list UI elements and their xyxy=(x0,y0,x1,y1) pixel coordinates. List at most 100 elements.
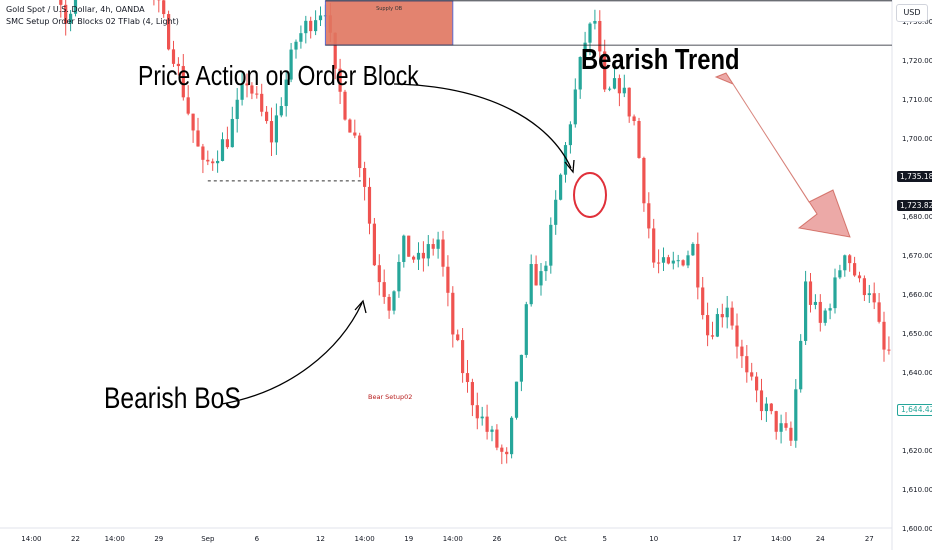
candle-body xyxy=(877,302,881,322)
annotation-overlay xyxy=(221,72,851,405)
candle-body xyxy=(862,278,866,296)
bearish-bos-label: Bearish BoS xyxy=(104,382,241,415)
candle-body xyxy=(211,161,215,164)
candle-body xyxy=(755,376,759,391)
x-tick-label: 22 xyxy=(71,535,80,543)
candle-body xyxy=(872,293,876,303)
candle-body xyxy=(431,244,435,249)
candle-body xyxy=(671,260,675,264)
x-tick-label: Sep xyxy=(201,535,215,543)
candle-body xyxy=(363,168,367,187)
candle-body xyxy=(608,88,612,90)
candle-body xyxy=(480,416,484,419)
y-tick-label: 1,680.000 xyxy=(902,213,932,221)
time-axis[interactable]: 14:00 22 14:00 29 Sep 6 12 14:00 19 14:00 26 Oct 5 10… xyxy=(21,535,873,543)
candle-body xyxy=(216,160,220,164)
candle-body xyxy=(436,239,440,249)
candle-body xyxy=(563,145,568,175)
candle-body xyxy=(804,281,808,341)
candle-body xyxy=(412,256,416,260)
candle-body xyxy=(622,87,626,94)
candle-body xyxy=(750,372,754,377)
candle-body xyxy=(265,111,269,122)
candle-body xyxy=(534,264,538,286)
candle-body xyxy=(279,106,283,116)
candle-body xyxy=(735,325,739,347)
candle-body xyxy=(789,427,793,441)
candle-body xyxy=(818,301,822,323)
candle-body xyxy=(225,139,229,148)
candle-body xyxy=(637,121,641,158)
candle-body xyxy=(715,314,719,337)
candle-body xyxy=(220,139,225,161)
bearish-trend-label: Bearish Trend xyxy=(581,44,740,76)
candle-body xyxy=(696,243,700,288)
candle-body xyxy=(475,405,479,419)
candle-body xyxy=(456,334,460,341)
candle-body xyxy=(461,340,465,374)
candle-body xyxy=(69,13,73,24)
candle-body xyxy=(598,20,602,52)
candle-body xyxy=(407,235,411,257)
candle-body xyxy=(745,356,749,373)
y-tick-label: 1,600.000 xyxy=(902,525,932,533)
candle-body xyxy=(642,157,646,204)
candle-body xyxy=(294,41,298,50)
bearish-trend-arrow xyxy=(714,72,851,238)
y-tick-label: 1,640.000 xyxy=(902,369,932,377)
candle-body xyxy=(191,113,195,131)
candle-body xyxy=(338,68,342,92)
candle-body xyxy=(813,301,817,305)
candle-body xyxy=(73,0,78,14)
y-tick-label: 1,610.000 xyxy=(902,486,932,494)
candle-body xyxy=(343,91,347,120)
indicator-title[interactable]: SMC Setup Order Blocks 02 TFlab (4, Ligh… xyxy=(6,17,179,26)
candle-body xyxy=(250,85,254,94)
candle-body xyxy=(559,174,563,200)
candle-body xyxy=(627,87,631,117)
candle-body xyxy=(539,271,543,286)
candle-body xyxy=(661,257,666,263)
candle-body xyxy=(568,124,572,146)
candle-body xyxy=(465,373,470,383)
symbol-title[interactable]: Gold Spot / U.S. Dollar, 4h, OANDA xyxy=(6,5,145,14)
candle-body xyxy=(382,282,386,297)
candle-body xyxy=(519,354,523,382)
candle-body xyxy=(676,260,680,262)
x-tick-label: 5 xyxy=(602,535,606,543)
candle-body xyxy=(230,118,234,148)
candle-body xyxy=(720,314,724,318)
bear-setup-label: Bear Setup02 xyxy=(368,393,412,401)
candle-body xyxy=(843,255,847,271)
candle-body xyxy=(578,57,582,90)
ob-top-price-badge: 1,735.180 xyxy=(897,171,932,182)
y-tick-label: 1,670.000 xyxy=(902,252,932,260)
candle-body xyxy=(269,121,274,143)
candle-body xyxy=(701,287,705,316)
candle-body xyxy=(309,20,313,32)
candle-body xyxy=(583,42,587,58)
candle-body xyxy=(652,228,656,263)
candle-body xyxy=(647,203,651,229)
candle-body xyxy=(348,119,352,133)
price-axis[interactable]: 1,600.0001,610.0001,620.0001,630.0001,64… xyxy=(902,0,932,533)
candle-body xyxy=(299,33,303,42)
candle-body xyxy=(441,239,445,267)
candle-body xyxy=(318,15,323,21)
candle-body xyxy=(284,79,288,107)
candle-body xyxy=(470,382,474,406)
candle-body xyxy=(235,99,239,119)
x-tick-label: 19 xyxy=(404,535,413,543)
candle-body xyxy=(657,262,661,264)
price-action-arrowhead xyxy=(564,159,575,174)
y-tick-label: 1,620.000 xyxy=(902,447,932,455)
candle-body xyxy=(666,257,670,264)
x-tick-label: 14:00 xyxy=(21,535,41,543)
currency-button[interactable]: USD xyxy=(896,4,928,22)
candle-body xyxy=(588,23,592,43)
x-tick-label: 14:00 xyxy=(105,535,125,543)
candle-body xyxy=(402,235,406,262)
candle-body xyxy=(206,159,210,162)
candle-body xyxy=(848,255,852,264)
candle-body xyxy=(314,20,318,32)
